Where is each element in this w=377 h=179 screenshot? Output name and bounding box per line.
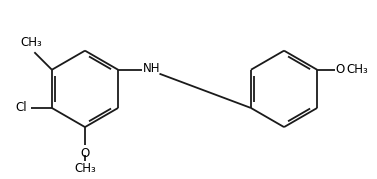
Text: Cl: Cl: [15, 101, 27, 115]
Text: O: O: [80, 147, 90, 160]
Text: CH₃: CH₃: [74, 162, 96, 175]
Text: O: O: [336, 63, 345, 76]
Text: CH₃: CH₃: [20, 36, 42, 49]
Text: CH₃: CH₃: [346, 63, 368, 76]
Text: NH: NH: [143, 62, 160, 76]
